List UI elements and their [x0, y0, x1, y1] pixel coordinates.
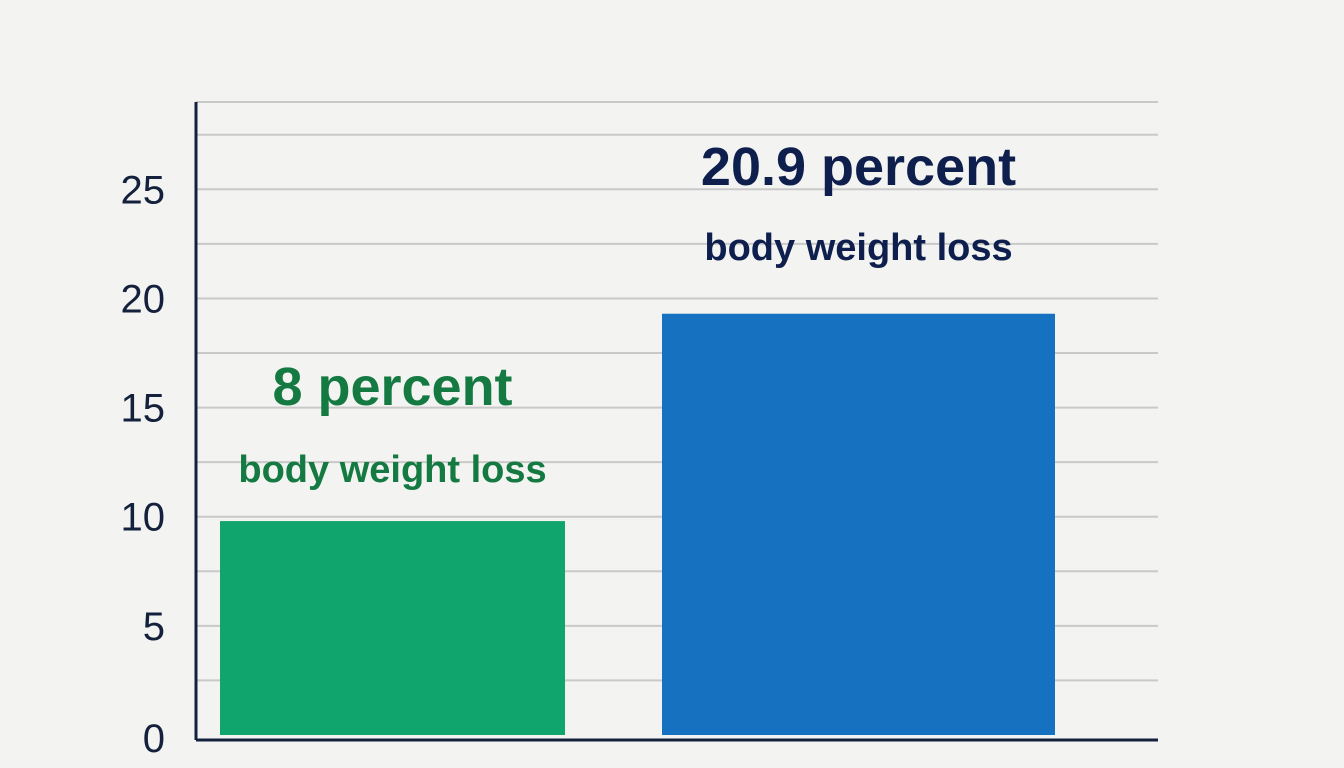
bar-labels: 8 percent body weight loss 20.9 percent bod…	[238, 137, 1016, 491]
bar-sub-label: body weight loss	[704, 227, 1012, 269]
bar-sub-label: body weight loss	[238, 449, 546, 491]
bar-value-label: 20.9 percent	[701, 137, 1016, 197]
y-tick-label: 5	[143, 605, 165, 649]
bar-1	[220, 521, 565, 735]
y-tick-label: 15	[121, 387, 166, 431]
y-tick-label: 25	[121, 168, 166, 212]
bar-2	[662, 313, 1055, 735]
y-tick-label: 20	[121, 277, 166, 321]
bars-group	[220, 313, 1055, 735]
bar-value-label: 8 percent	[272, 357, 512, 417]
y-tick-label: 0	[143, 717, 165, 761]
y-axis-ticks: 0 5 10 15 20 25	[121, 168, 166, 761]
y-tick-label: 10	[121, 496, 166, 540]
